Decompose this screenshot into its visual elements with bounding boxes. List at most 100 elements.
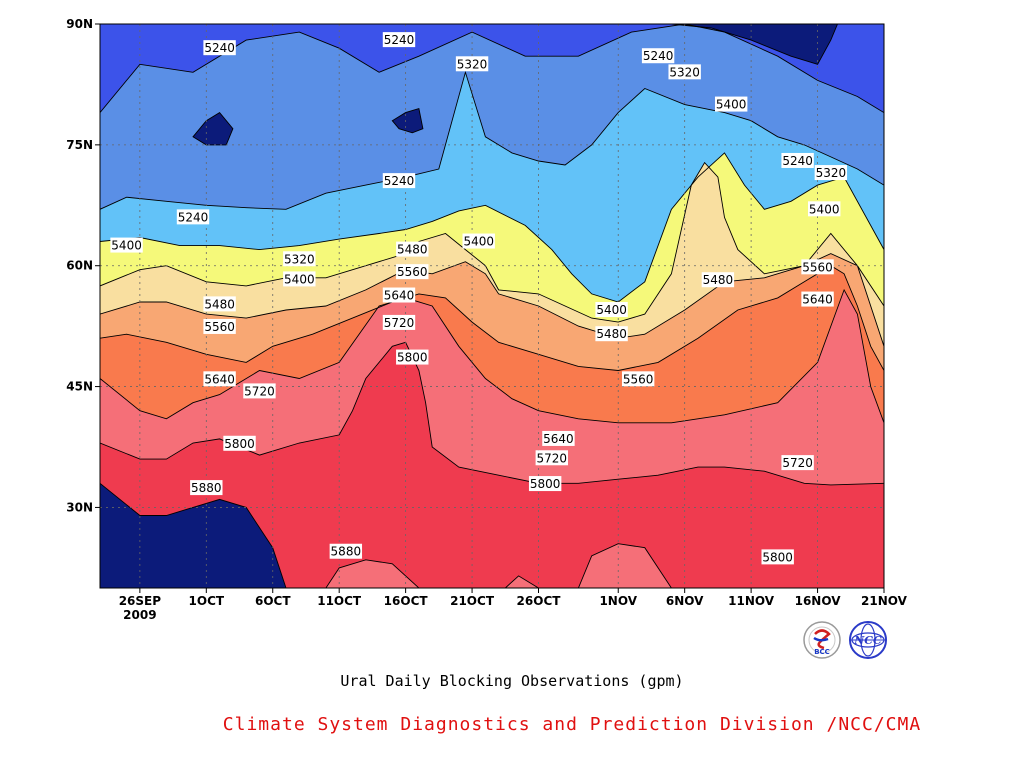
chart-caption: Ural Daily Blocking Observations (gpm) — [340, 672, 684, 690]
contour-label-13: 5400 — [463, 235, 494, 249]
contour-label-7: 5320 — [816, 166, 847, 180]
contour-label-bg-26 — [396, 349, 429, 365]
contour-label-0: 5240 — [204, 41, 235, 55]
contour-label-23: 5400 — [596, 303, 627, 317]
contour-label-12: 5480 — [397, 243, 428, 257]
contour-label-bg-27 — [203, 371, 236, 387]
contour-label-30: 5640 — [543, 432, 574, 446]
contour-label-bg-24 — [203, 318, 236, 334]
contour-label-18: 5560 — [802, 260, 833, 274]
contour-line-4 — [100, 152, 884, 303]
contour-label-bg-23 — [595, 302, 628, 318]
contour-label-bg-28 — [621, 371, 655, 387]
x-tick-sublabel-0: 2009 — [123, 608, 156, 622]
contour-label-bg-31 — [223, 435, 256, 451]
y-tick-label-2: 60N — [66, 259, 93, 273]
contour-label-bg-0 — [203, 40, 236, 56]
contour-line-2 — [100, 24, 884, 113]
credit-text: Climate System Diagnostics and Predictio… — [222, 714, 922, 735]
x-tick-label-8: 6NOV — [666, 594, 704, 608]
contour-label-9: 5240 — [178, 210, 209, 224]
y-tick-label-4: 90N — [66, 17, 93, 31]
x-tick-label-9: 11NOV — [728, 594, 775, 608]
contour-labels: 5240524053205240532054005240532054005240… — [110, 32, 848, 565]
ncc-logo: NCC — [849, 621, 887, 659]
contour-label-31: 5800 — [224, 437, 255, 451]
contour-label-bg-6 — [781, 152, 814, 168]
contour-label-36: 5880 — [331, 545, 362, 559]
contour-label-bg-3 — [641, 48, 675, 64]
contour-line-8 — [100, 288, 884, 424]
contour-label-bg-17 — [701, 272, 735, 288]
fill-band-9 — [100, 342, 884, 588]
extra-region-3 — [671, 24, 838, 65]
contour-label-33: 5720 — [782, 456, 813, 470]
contour-label-bg-13 — [462, 233, 495, 249]
contour-label-bg-37 — [761, 549, 794, 565]
contour-label-37: 5800 — [762, 550, 793, 564]
contour-label-bg-33 — [781, 455, 814, 471]
x-tick-label-2: 6OCT — [255, 594, 291, 608]
contour-label-bg-8 — [808, 201, 841, 217]
contour-label-bg-29 — [243, 383, 276, 399]
contour-label-11: 5400 — [111, 239, 142, 253]
contour-fills — [100, 24, 884, 588]
contour-label-29: 5720 — [244, 384, 275, 398]
contour-label-bg-32 — [535, 450, 568, 466]
y-tick-label-0: 30N — [66, 500, 93, 514]
contour-label-bg-12 — [396, 241, 429, 257]
contour-label-26: 5800 — [397, 351, 428, 365]
contour-label-bg-21 — [203, 296, 236, 312]
contour-label-bg-10 — [382, 173, 416, 189]
extra-region-0 — [504, 575, 540, 588]
contour-label-bg-36 — [329, 543, 363, 559]
contour-label-bg-16 — [283, 271, 316, 287]
extra-region-2 — [577, 543, 672, 588]
contour-label-15: 5560 — [397, 265, 428, 279]
contour-label-bg-30 — [542, 430, 575, 446]
contour-line-6 — [100, 253, 884, 347]
contour-label-21: 5480 — [204, 297, 235, 311]
contour-label-bg-9 — [176, 209, 210, 225]
contour-label-bg-4 — [668, 64, 701, 80]
contour-label-bg-22 — [382, 314, 416, 330]
x-tick-label-5: 21OCT — [450, 594, 495, 608]
x-tick-label-7: 1NOV — [599, 594, 637, 608]
extra-region-1 — [325, 559, 420, 588]
contour-line-5 — [100, 161, 884, 323]
contour-label-bg-2 — [455, 56, 489, 72]
contour-label-5: 5400 — [716, 98, 747, 112]
contour-label-28: 5560 — [623, 372, 654, 386]
contour-label-bg-35 — [190, 480, 223, 496]
contour-label-2: 5320 — [457, 57, 488, 71]
contour-label-35: 5880 — [191, 481, 222, 495]
contour-label-bg-20 — [801, 291, 834, 307]
contour-label-17: 5480 — [703, 273, 734, 287]
contour-label-20: 5640 — [802, 293, 833, 307]
contour-label-16: 5400 — [284, 272, 315, 286]
contour-label-19: 5640 — [384, 289, 415, 303]
contour-line-3 — [100, 70, 884, 210]
x-tick-label-4: 16OCT — [384, 594, 429, 608]
contour-label-14: 5320 — [284, 252, 315, 266]
contour-label-22: 5720 — [384, 316, 415, 330]
contour-label-34: 5800 — [530, 477, 561, 491]
x-tick-label-6: 26OCT — [517, 594, 562, 608]
ncc-logo-text: NCC — [853, 634, 882, 647]
y-tick-label-3: 75N — [66, 138, 93, 152]
contour-label-bg-25 — [595, 326, 628, 342]
contour-label-bg-34 — [528, 476, 562, 492]
contour-line-10 — [100, 482, 287, 588]
x-tick-label-11: 21NOV — [861, 594, 908, 608]
contour-label-6: 5240 — [782, 154, 813, 168]
bcc-logo: BCC — [803, 621, 841, 659]
contour-label-bg-11 — [110, 237, 143, 253]
contour-label-4: 5320 — [669, 65, 700, 79]
contour-label-bg-1 — [382, 32, 416, 48]
x-tick-label-3: 11OCT — [317, 594, 362, 608]
contour-label-27: 5640 — [204, 372, 235, 386]
contour-label-bg-15 — [396, 264, 429, 280]
bcc-logo-text: BCC — [814, 648, 830, 656]
